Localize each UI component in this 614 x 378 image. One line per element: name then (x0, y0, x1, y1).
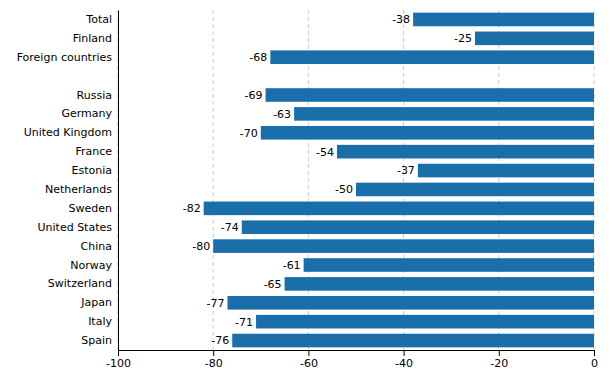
y-tick-label: Norway (70, 259, 112, 272)
x-tick: 0 (591, 350, 598, 370)
bar (256, 315, 594, 329)
bar (270, 50, 594, 64)
bar (356, 183, 594, 197)
data-label: -71 (235, 316, 253, 329)
data-label: -70 (240, 127, 258, 140)
x-tick: -20 (490, 350, 508, 370)
y-tick: Italy (88, 315, 118, 328)
y-tick-label: Sweden (69, 202, 112, 215)
y-tick-label: Switzerland (48, 277, 112, 290)
bar (227, 296, 594, 310)
y-tick-label: Russia (77, 89, 112, 102)
bar (337, 145, 594, 159)
x-tick: -80 (205, 350, 223, 370)
y-tick: United States (38, 221, 119, 234)
data-label: -25 (454, 32, 472, 45)
data-label: -65 (264, 278, 282, 291)
bars (204, 13, 594, 348)
y-tick: Estonia (72, 164, 119, 177)
y-tick: Netherlands (45, 183, 118, 196)
x-tick-mark (118, 350, 119, 356)
x-tick-mark (308, 350, 309, 356)
bar (285, 277, 594, 291)
chart: -100 -80 -60 -40 -20 0 Spain Italy Japan Switzerl… (0, 0, 614, 378)
data-label: -63 (273, 108, 291, 121)
y-axis: Spain Italy Japan Switzerland Norway China Uni… (17, 11, 119, 351)
data-label: -54 (316, 146, 334, 159)
bar (266, 88, 594, 102)
x-tick-label: -100 (106, 357, 131, 370)
y-tick: United Kingdom (24, 126, 118, 139)
x-axis: -100 -80 -60 -40 -20 0 (106, 350, 598, 370)
bar (232, 334, 594, 348)
y-tick: Finland (73, 32, 118, 45)
data-labels: -76-71-77-65-61-80-74-82-50-37-54-70-63-… (183, 13, 472, 347)
x-tick: -100 (106, 350, 131, 370)
x-tick-label: -20 (490, 357, 508, 370)
grid (118, 10, 594, 350)
data-label: -74 (221, 221, 239, 234)
y-axis-line (118, 11, 119, 351)
bar (418, 164, 594, 178)
grid-line (118, 10, 119, 350)
data-label: -82 (183, 202, 201, 215)
x-tick-mark (499, 350, 500, 356)
data-label: -37 (397, 164, 415, 177)
y-tick: Foreign countries (17, 51, 118, 64)
bar (204, 202, 594, 216)
x-tick-mark (404, 350, 405, 356)
y-tick-label: Total (85, 13, 112, 26)
y-tick: Switzerland (48, 277, 118, 290)
bar (304, 258, 594, 272)
plot: -100 -80 -60 -40 -20 0 Spain Italy Japan Switzerl… (17, 10, 598, 370)
data-label: -76 (211, 334, 229, 347)
y-tick: Norway (70, 259, 118, 272)
data-label: -38 (392, 13, 410, 26)
data-label: -50 (335, 183, 353, 196)
y-tick-label: United States (38, 221, 113, 234)
y-tick-label: China (81, 240, 112, 253)
y-tick-label: Netherlands (45, 183, 112, 196)
bar (475, 32, 594, 46)
y-tick: China (81, 240, 118, 253)
y-tick: Japan (80, 296, 118, 309)
y-tick: Total (85, 13, 118, 26)
bar (413, 13, 594, 27)
y-tick: Russia (77, 89, 118, 102)
y-tick-label: Germany (61, 107, 112, 120)
data-label: -61 (283, 259, 301, 272)
bar (242, 220, 594, 234)
y-tick-label: Spain (81, 334, 112, 347)
data-label: -69 (245, 89, 263, 102)
data-label: -68 (249, 51, 267, 64)
x-tick-label: -40 (395, 357, 413, 370)
x-tick-label: -80 (205, 357, 223, 370)
x-tick-label: -60 (300, 357, 318, 370)
y-tick-label: Japan (80, 296, 112, 309)
y-tick-label: Finland (73, 32, 112, 45)
y-tick: France (75, 145, 118, 158)
data-label: -77 (207, 297, 225, 310)
bar (213, 239, 594, 253)
x-tick-mark (594, 350, 595, 356)
y-tick: Spain (81, 334, 118, 347)
x-tick: -40 (395, 350, 413, 370)
y-tick: Germany (61, 107, 118, 120)
data-label: -80 (192, 240, 210, 253)
x-tick-mark (213, 350, 214, 356)
y-tick-label: Estonia (72, 164, 113, 177)
x-axis-line (119, 351, 595, 357)
bar (261, 126, 594, 140)
y-tick-label: Foreign countries (17, 51, 113, 64)
y-tick-label: United Kingdom (24, 126, 112, 139)
y-tick-label: France (75, 145, 112, 158)
bar (294, 107, 594, 121)
y-tick-label: Italy (88, 315, 112, 328)
x-tick: -60 (300, 350, 318, 370)
y-tick: Sweden (69, 202, 118, 215)
x-tick-label: 0 (591, 357, 598, 370)
